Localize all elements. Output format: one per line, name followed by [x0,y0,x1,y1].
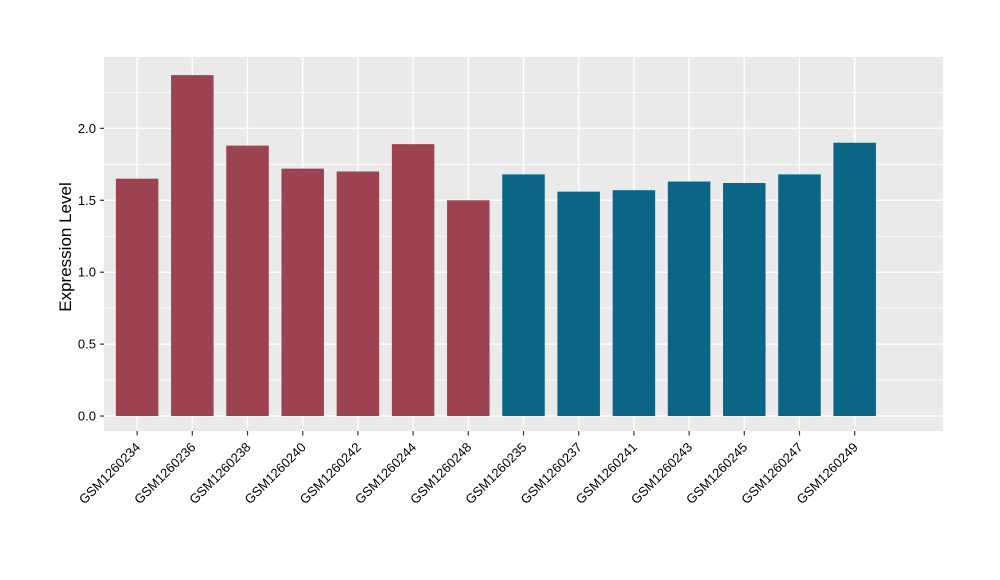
bar-GSM1260242 [336,171,380,417]
y-tick-label: 0.5 [78,337,96,352]
y-tick-label: 1.0 [78,265,96,280]
y-tick-label: 1.5 [78,193,96,208]
bar-GSM1260234 [115,178,159,417]
y-tick-label: 2.0 [78,121,96,136]
y-axis-label: Expression Level [56,182,75,312]
bar-GSM1260249 [833,142,876,417]
y-tick-label: 0.0 [78,409,96,424]
bar-GSM1260235 [502,174,545,417]
bar-GSM1260240 [281,168,324,417]
bar-GSM1260247 [778,174,821,417]
bar-GSM1260243 [667,181,711,417]
bar-GSM1260238 [226,145,269,417]
bar-GSM1260236 [171,75,214,417]
bar-GSM1260237 [557,191,600,417]
bar-GSM1260244 [391,144,435,417]
bar-GSM1260241 [612,190,656,417]
bar-GSM1260245 [723,183,766,417]
bar-GSM1260248 [447,200,490,417]
